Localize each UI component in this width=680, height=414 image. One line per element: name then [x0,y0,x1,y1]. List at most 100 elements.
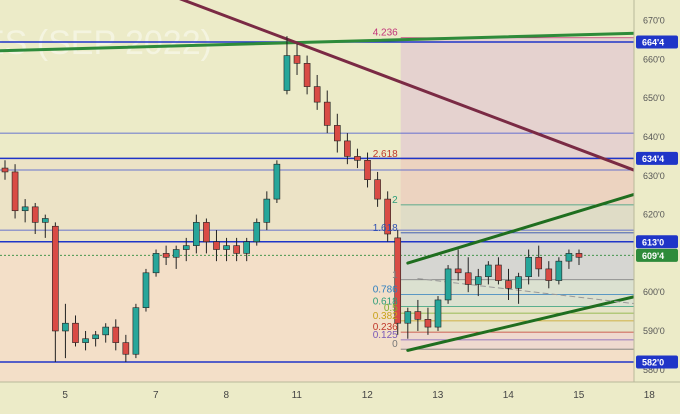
candle[interactable] [344,133,351,165]
candle-body [454,268,462,274]
candle[interactable] [394,230,402,335]
candle-body [92,334,99,340]
candle[interactable] [434,296,442,331]
candle-body [464,272,472,285]
price-badge-label: 613'0 [642,237,664,247]
candle-body [555,260,563,281]
trendline-green-upper-long[interactable] [0,30,672,53]
candle-body [394,237,402,324]
price-badge-label: 664'4 [642,38,664,48]
x-tick-label: 8 [224,390,230,401]
trendline-dashed-projection[interactable] [417,278,671,309]
candle[interactable] [253,218,261,246]
candle[interactable] [495,257,502,285]
candle[interactable] [223,237,230,262]
candle[interactable] [283,36,291,95]
price-badge-label: 634'4 [642,154,664,164]
candle[interactable] [555,257,563,285]
candle[interactable] [21,199,29,223]
candle-body [535,256,543,270]
candle[interactable] [62,303,69,359]
x-tick-label: 18 [644,390,656,401]
trendline-channel-upper[interactable] [406,182,672,265]
candle[interactable] [313,74,321,110]
candle[interactable] [354,148,361,169]
fib-zone-7 [400,332,634,350]
candle-body [414,311,422,320]
candle[interactable] [193,214,200,254]
candle[interactable] [92,330,99,347]
candle[interactable] [505,268,512,300]
fib-level-label: 0.786 [373,285,398,296]
candle[interactable] [565,249,573,269]
candle[interactable] [172,245,180,269]
candle-body [575,253,583,258]
candle[interactable] [142,268,150,312]
candle[interactable] [575,249,583,266]
candle[interactable] [11,164,19,219]
candle[interactable] [31,202,39,234]
candle-body [273,163,281,200]
price-badge [636,35,678,49]
y-tick-label: 650'0 [643,93,665,103]
candle[interactable] [293,43,301,75]
candle-body [303,63,311,87]
candle[interactable] [323,90,331,134]
candle[interactable] [263,191,271,231]
candle[interactable] [52,222,59,362]
fib-level-label: 1 [392,270,398,281]
candle[interactable] [102,323,109,343]
trendline-channel-lower[interactable] [406,286,672,352]
candle[interactable] [213,230,220,262]
x-tick-label: 14 [503,390,515,401]
candle[interactable] [515,272,522,304]
candle[interactable] [122,334,130,362]
x-tick-label: 15 [573,390,585,401]
candle[interactable] [464,257,472,293]
candle[interactable] [384,191,391,242]
candle[interactable] [132,303,140,359]
candle[interactable] [243,237,250,262]
candle[interactable] [82,330,89,351]
candle[interactable] [273,160,281,203]
y-tick-label: 580'0 [643,365,665,375]
candle-body [253,222,261,243]
candle[interactable] [454,249,462,281]
candle[interactable] [152,249,160,277]
y-tick-label: 640'0 [643,132,665,142]
candle[interactable] [474,268,482,297]
candle[interactable] [535,245,543,277]
candle-body [142,272,150,308]
candle[interactable] [525,249,532,285]
candle[interactable] [334,113,341,153]
candle-body [434,299,442,328]
candle-body [21,206,29,212]
candle[interactable] [545,261,553,289]
x-tick-label: 5 [62,390,68,401]
candle[interactable] [303,55,311,95]
candle[interactable] [233,237,240,262]
candle-body [52,225,59,332]
candle[interactable] [414,299,422,331]
candle[interactable] [203,218,210,254]
candle[interactable] [424,307,432,335]
candle[interactable] [162,245,170,266]
trendline-maroon-down[interactable] [166,0,672,186]
candle[interactable] [444,265,452,304]
candle[interactable] [182,237,190,262]
candle[interactable] [72,315,79,347]
candle[interactable] [364,152,371,188]
candle[interactable] [485,261,492,285]
candle[interactable] [41,214,49,238]
candle[interactable] [374,171,381,207]
candle[interactable] [1,160,9,180]
candle[interactable] [112,319,120,351]
candle-body [374,179,381,200]
candle[interactable] [404,307,412,339]
candle-body [122,342,130,355]
candle-body [293,55,301,64]
candle-body [203,222,210,243]
candle-body [72,322,79,343]
